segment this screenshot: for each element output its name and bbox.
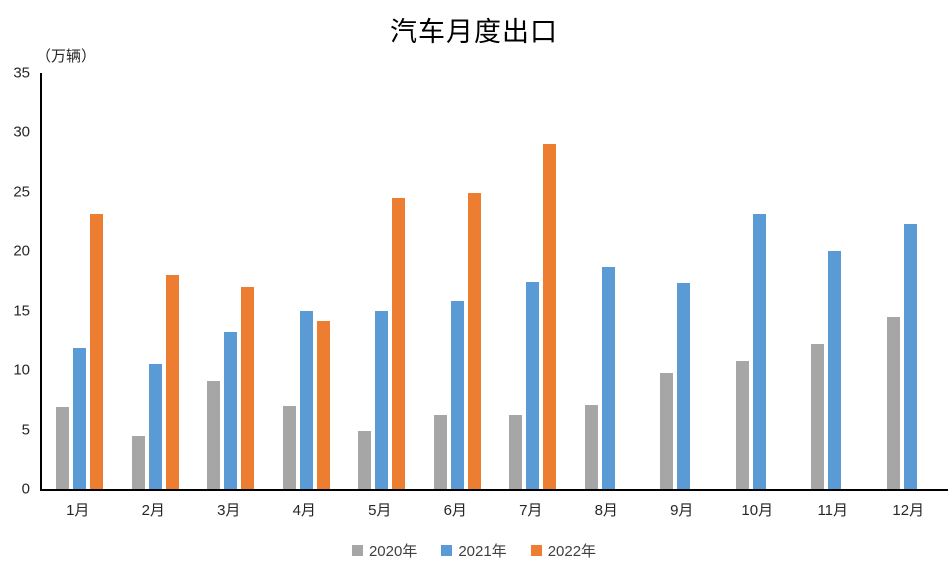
bar-group [118, 73, 194, 489]
bar-2020年 [886, 316, 900, 489]
bar-2022年 [241, 286, 255, 489]
bar-2021年 [677, 283, 691, 489]
bar-group [571, 73, 647, 489]
legend-label: 2020年 [368, 543, 418, 560]
x-axis-label: 10月 [741, 502, 774, 519]
bar-2021年 [224, 332, 238, 489]
y-tick-label: 15 [13, 302, 30, 320]
bar-2020年 [433, 415, 447, 489]
bar-2022年 [543, 144, 557, 489]
y-tick-label: 5 [21, 421, 30, 439]
legend-swatch-icon [530, 545, 542, 556]
bar-group [42, 73, 118, 489]
bar-2021年 [752, 214, 766, 489]
bar-2022年 [165, 275, 179, 489]
bar-2020年 [56, 407, 70, 489]
y-tick-label: 35 [13, 64, 30, 82]
legend-swatch-icon [351, 545, 363, 556]
bar-2022年 [467, 193, 481, 489]
legend-item: 2020年 [351, 540, 418, 561]
x-axis-label: 3月 [217, 502, 241, 519]
y-tick-label: 30 [13, 123, 30, 141]
chart-title: 汽车月度出口 [390, 17, 558, 48]
x-axis-label: 1月 [66, 502, 90, 519]
x-axis-label: 11月 [817, 502, 849, 519]
bar-group [797, 73, 873, 489]
bar-2020年 [131, 435, 145, 489]
y-tick-label: 10 [13, 361, 30, 379]
bar-2022年 [392, 197, 406, 489]
bar-group [646, 73, 722, 489]
legend-item: 2022年 [530, 540, 597, 561]
x-axis-label: 7月 [519, 502, 543, 519]
bar-2020年 [509, 415, 523, 489]
bar-2020年 [282, 405, 296, 489]
bar-2020年 [207, 380, 221, 489]
x-axis-label: 9月 [670, 502, 694, 519]
x-axis-label: 2月 [141, 502, 165, 519]
y-axis-unit-label: （万辆） [36, 48, 97, 65]
bar-group [269, 73, 345, 489]
y-tick-label: 0 [21, 480, 30, 498]
bar-group [873, 73, 948, 489]
bar-group [495, 73, 571, 489]
legend-label: 2022年 [547, 543, 597, 560]
legend-label: 2021年 [458, 543, 507, 560]
y-axis-ticks: 0 5 10 15 20 25 30 35 [0, 65, 30, 498]
bar-2021年 [299, 310, 313, 489]
x-axis-label: 6月 [443, 502, 467, 519]
bar-2020年 [811, 344, 825, 489]
bar-2020年 [358, 430, 372, 489]
legend-swatch-icon [441, 545, 453, 556]
bar-group [420, 73, 496, 489]
bar-group [193, 73, 269, 489]
x-axis-label: 12月 [892, 502, 925, 519]
y-tick-label: 25 [13, 183, 30, 201]
bar-2021年 [903, 223, 917, 489]
bar-2022年 [90, 214, 104, 489]
x-axis-labels: 1月 2月 3月 4月 5月 6月 7月 8月 9月 10月 11月 12月 [40, 499, 946, 520]
bar-2021年 [148, 364, 162, 489]
bar-2020年 [660, 372, 674, 489]
plot-area [40, 73, 948, 491]
x-axis-label: 5月 [368, 502, 392, 519]
bar-groups [42, 73, 948, 489]
x-axis-label: 8月 [594, 502, 618, 519]
bar-2021年 [73, 347, 87, 489]
x-axis-label: 4月 [292, 502, 316, 519]
bar-2021年 [526, 282, 540, 489]
bar-2020年 [735, 360, 749, 489]
legend: 2020年 2021年 2022年 [0, 540, 948, 561]
y-tick-label: 20 [13, 242, 30, 260]
bar-2021年 [601, 266, 615, 489]
bar-2021年 [375, 310, 389, 489]
bar-2021年 [828, 251, 842, 489]
legend-item: 2021年 [441, 540, 507, 561]
bar-2020年 [584, 404, 598, 489]
bar-group [722, 73, 798, 489]
bar-group [344, 73, 420, 489]
bar-2021年 [450, 301, 464, 489]
bar-2022年 [316, 321, 330, 489]
